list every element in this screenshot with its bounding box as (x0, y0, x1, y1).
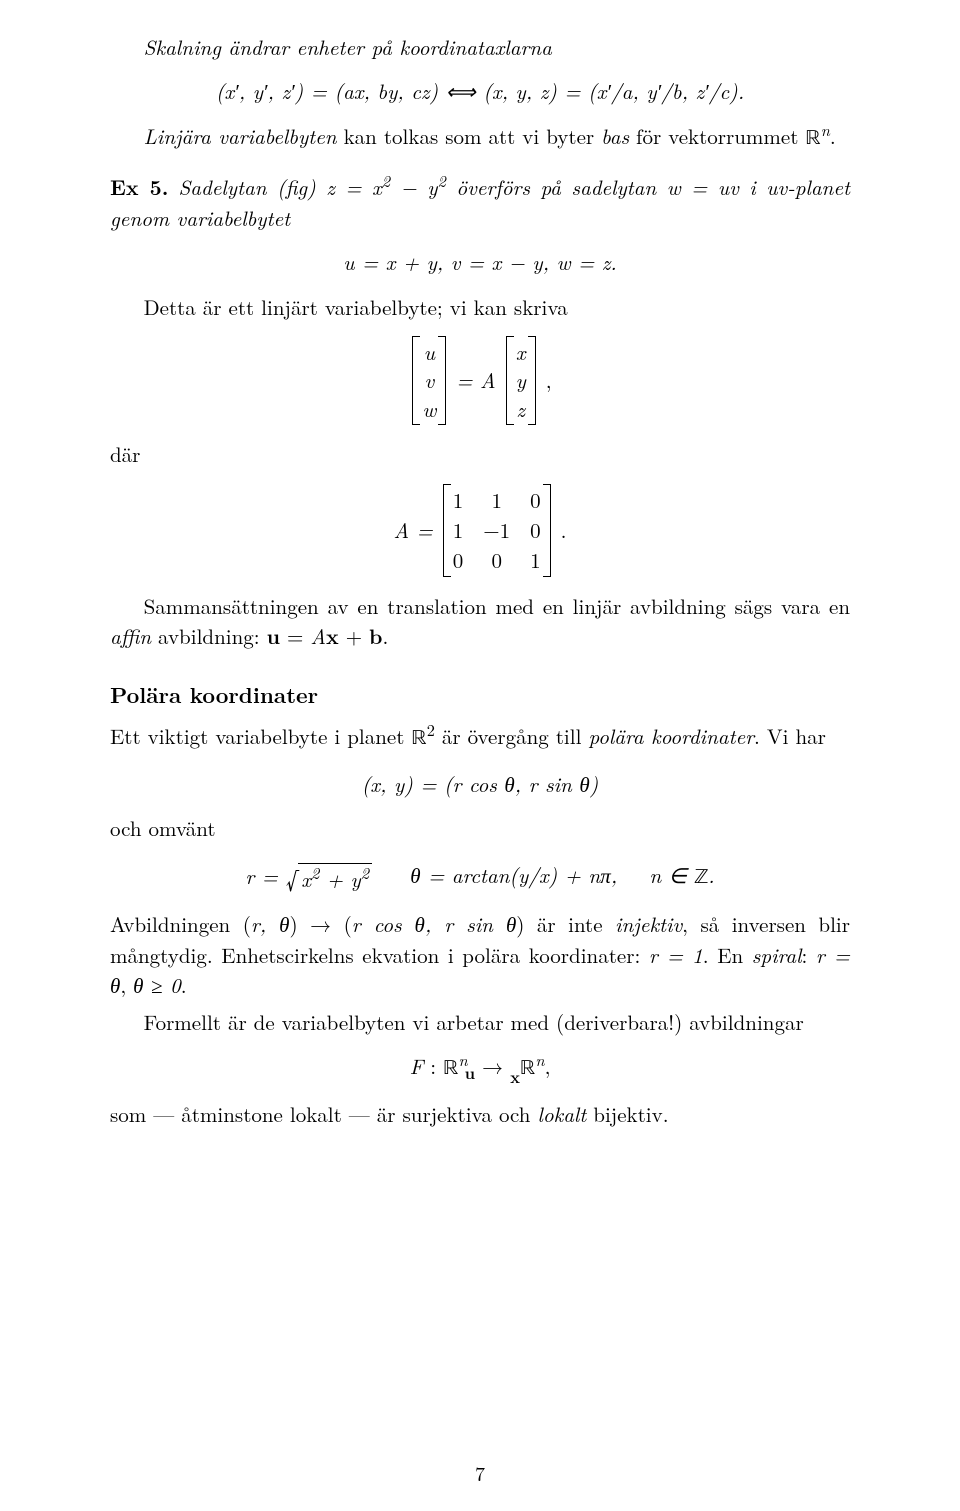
uvw-0: u (424, 338, 435, 366)
scaling-text: Skalning ändrar enheter på koordinataxla… (144, 32, 552, 62)
affine-para: Sammansättningen av en translation med e… (110, 591, 850, 652)
linear-sub-text: Linjära variabelbyten (144, 121, 337, 151)
ex5-label: Ex 5. (110, 172, 168, 202)
ex5-matrix-eq: u v w = A x y z , (110, 336, 850, 425)
xyz-vector: x y z (506, 336, 536, 425)
A01: 1 (483, 486, 510, 514)
A02: 0 (530, 486, 541, 514)
polar-formal: Formellt är de variabelbyten vi arbetar … (110, 1007, 850, 1037)
polar-r-theta-eq: r = √x2 + y2 θ = arctan(y/x) + nπ, n ∈ ℤ… (110, 858, 850, 896)
ex5-sub-eq-text: u = x + y, v = x − y, w = z. (343, 247, 616, 277)
A11: −1 (483, 516, 510, 544)
scaling-eq-text: (x′, y′, z′) = (ax, by, cz) ⟺ (x, y, z) … (216, 76, 744, 106)
closing-2: bijektiv. (586, 1099, 668, 1129)
noninj-3: ) är inte (516, 909, 615, 939)
r-eq-pre: r = (245, 861, 278, 891)
affine-2: avbildning: (151, 621, 267, 651)
ex5-para: Ex 5. Sadelytan (fig) z = x2 − y2 överfö… (110, 172, 850, 233)
closing-1: som — åtminstone lokalt — är surjektiva … (110, 1099, 537, 1129)
uvw-vector: u v w (412, 336, 446, 425)
noninj-map: r cos θ, r sin θ (352, 909, 517, 939)
affine-word: affin (110, 621, 151, 651)
polar-heading: Polära koordinater (110, 679, 850, 711)
uvw-2: w (422, 395, 436, 423)
noninj-5: . En (703, 940, 752, 970)
scaling-equation: (x′, y′, z′) = (ax, by, cz) ⟺ (x, y, z) … (110, 76, 850, 106)
unit-circle-eq: r = 1 (649, 940, 703, 970)
A-matrix-eq: A = 1 1 0 1 −1 0 0 0 1 . (110, 484, 850, 577)
polar-intro-3: . Vi har (754, 721, 826, 751)
matrix-comma: , (546, 365, 552, 395)
noninj-1: Avbildningen ( (110, 909, 251, 939)
A12: 0 (530, 516, 541, 544)
affine-eq: u = Ax + b. (267, 621, 389, 651)
affine-1: Sammansättningen av en translation med e… (144, 591, 850, 621)
spiral-cond: θ ≥ 0 (133, 970, 181, 1000)
polar-xy-eq: (x, y) = (r cos θ, r sin θ) (110, 769, 850, 799)
ex5-sub-eq: u = x + y, v = x − y, w = z. (110, 247, 850, 277)
sqrt-block: √x2 + y2 (284, 858, 372, 896)
ex5-text: Sadelytan (fig) z = x2 − y2 överförs på … (110, 172, 850, 232)
lokalt-word: lokalt (537, 1099, 586, 1129)
linear-sub-period: . (830, 121, 836, 151)
xyz-1: y (516, 366, 526, 394)
where-line: där (110, 439, 850, 469)
injectiv-word: injektiv (615, 909, 682, 939)
polar-intro-2: är övergång till (435, 721, 589, 751)
polar-noninjective: Avbildningen (r, θ) → (r cos θ, r sin θ)… (110, 909, 850, 1000)
A-period: . (561, 515, 567, 545)
r2-sup: 2 (427, 718, 435, 741)
page: Skalning ändrar enheter på koordinataxla… (0, 0, 960, 1511)
spiral-word: spiral (752, 940, 802, 970)
noninj-7: , (120, 970, 133, 1000)
A20: 0 (453, 546, 464, 574)
noninj-6: : (801, 940, 815, 970)
page-number: 7 (0, 1458, 960, 1487)
polar-inverse-label: och omvänt (110, 813, 850, 843)
uvw-1: v (425, 366, 435, 394)
A-matrix: 1 1 0 1 −1 0 0 0 1 (443, 484, 551, 577)
polar-intro-1: Ett viktigt variabelbyte i planet (110, 721, 411, 751)
noninj-2: ) → ( (290, 909, 352, 939)
A22: 1 (530, 546, 541, 574)
A10: 1 (453, 516, 464, 544)
F-eq-text: F : ℝnu → xℝn, (410, 1051, 551, 1081)
polar-closing: som — åtminstone lokalt — är surjektiva … (110, 1099, 850, 1129)
scaling-intro: Skalning ändrar enheter på koordinataxla… (110, 32, 850, 62)
theta-eq: θ = arctan(y/x) + nπ, n ∈ ℤ. (378, 860, 715, 893)
r2-symbol: ℝ (411, 728, 426, 749)
F-eq: F : ℝnu → xℝn, (110, 1051, 850, 1084)
xyz-2: z (516, 395, 525, 423)
linear-sub-intro: Linjära variabelbyten kan tolkas som att… (110, 121, 850, 154)
noninj-8: . (181, 970, 187, 1000)
linear-sub-rest: kan tolkas som att vi byter bas för vekt… (344, 121, 806, 151)
ex5-linear-text: Detta är ett linjärt variabelbyte; vi ka… (110, 292, 850, 322)
noninj-rt: r, θ (251, 909, 290, 939)
A-eq-label: A = (394, 515, 433, 545)
A21: 0 (483, 546, 510, 574)
A00: 1 (453, 486, 464, 514)
polar-xy-eq-text: (x, y) = (r cos θ, r sin θ) (362, 769, 599, 799)
surd-icon: √ (286, 860, 298, 897)
polar-coord-word: polära koordinater (588, 721, 754, 751)
rn-symbol: ℝ (805, 128, 820, 149)
rn-sup: n (821, 121, 830, 151)
sqrt-radicand: x2 + y2 (298, 863, 372, 894)
xyz-0: x (516, 338, 526, 366)
eqA-mid: = A (456, 365, 495, 395)
polar-intro: Ett viktigt variabelbyte i planet ℝ2 är … (110, 721, 850, 754)
